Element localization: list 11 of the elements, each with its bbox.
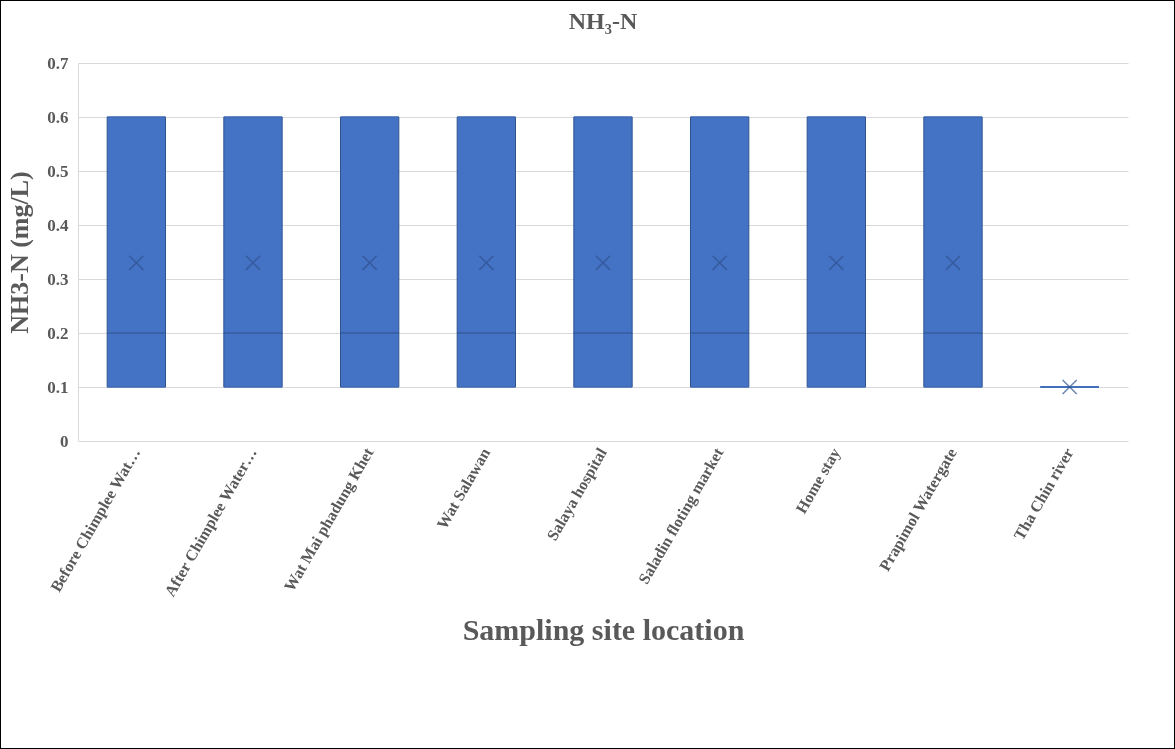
- y-tick-label: 0: [60, 431, 69, 451]
- y-tick-label: 0.4: [47, 215, 69, 235]
- y-tick-label: 0.5: [47, 161, 69, 181]
- y-tick-label: 0.2: [47, 323, 69, 343]
- chart-title: NH₃-N: [568, 8, 638, 34]
- y-tick-label: 0.7: [47, 53, 69, 73]
- y-axis-title: NH3-N (mg/L): [5, 171, 35, 334]
- y-tick-label: 0.6: [47, 107, 69, 127]
- x-axis-title: Sampling site location: [462, 612, 745, 646]
- y-tick-label: 0.3: [47, 269, 69, 289]
- y-tick-label: 0.1: [47, 377, 69, 397]
